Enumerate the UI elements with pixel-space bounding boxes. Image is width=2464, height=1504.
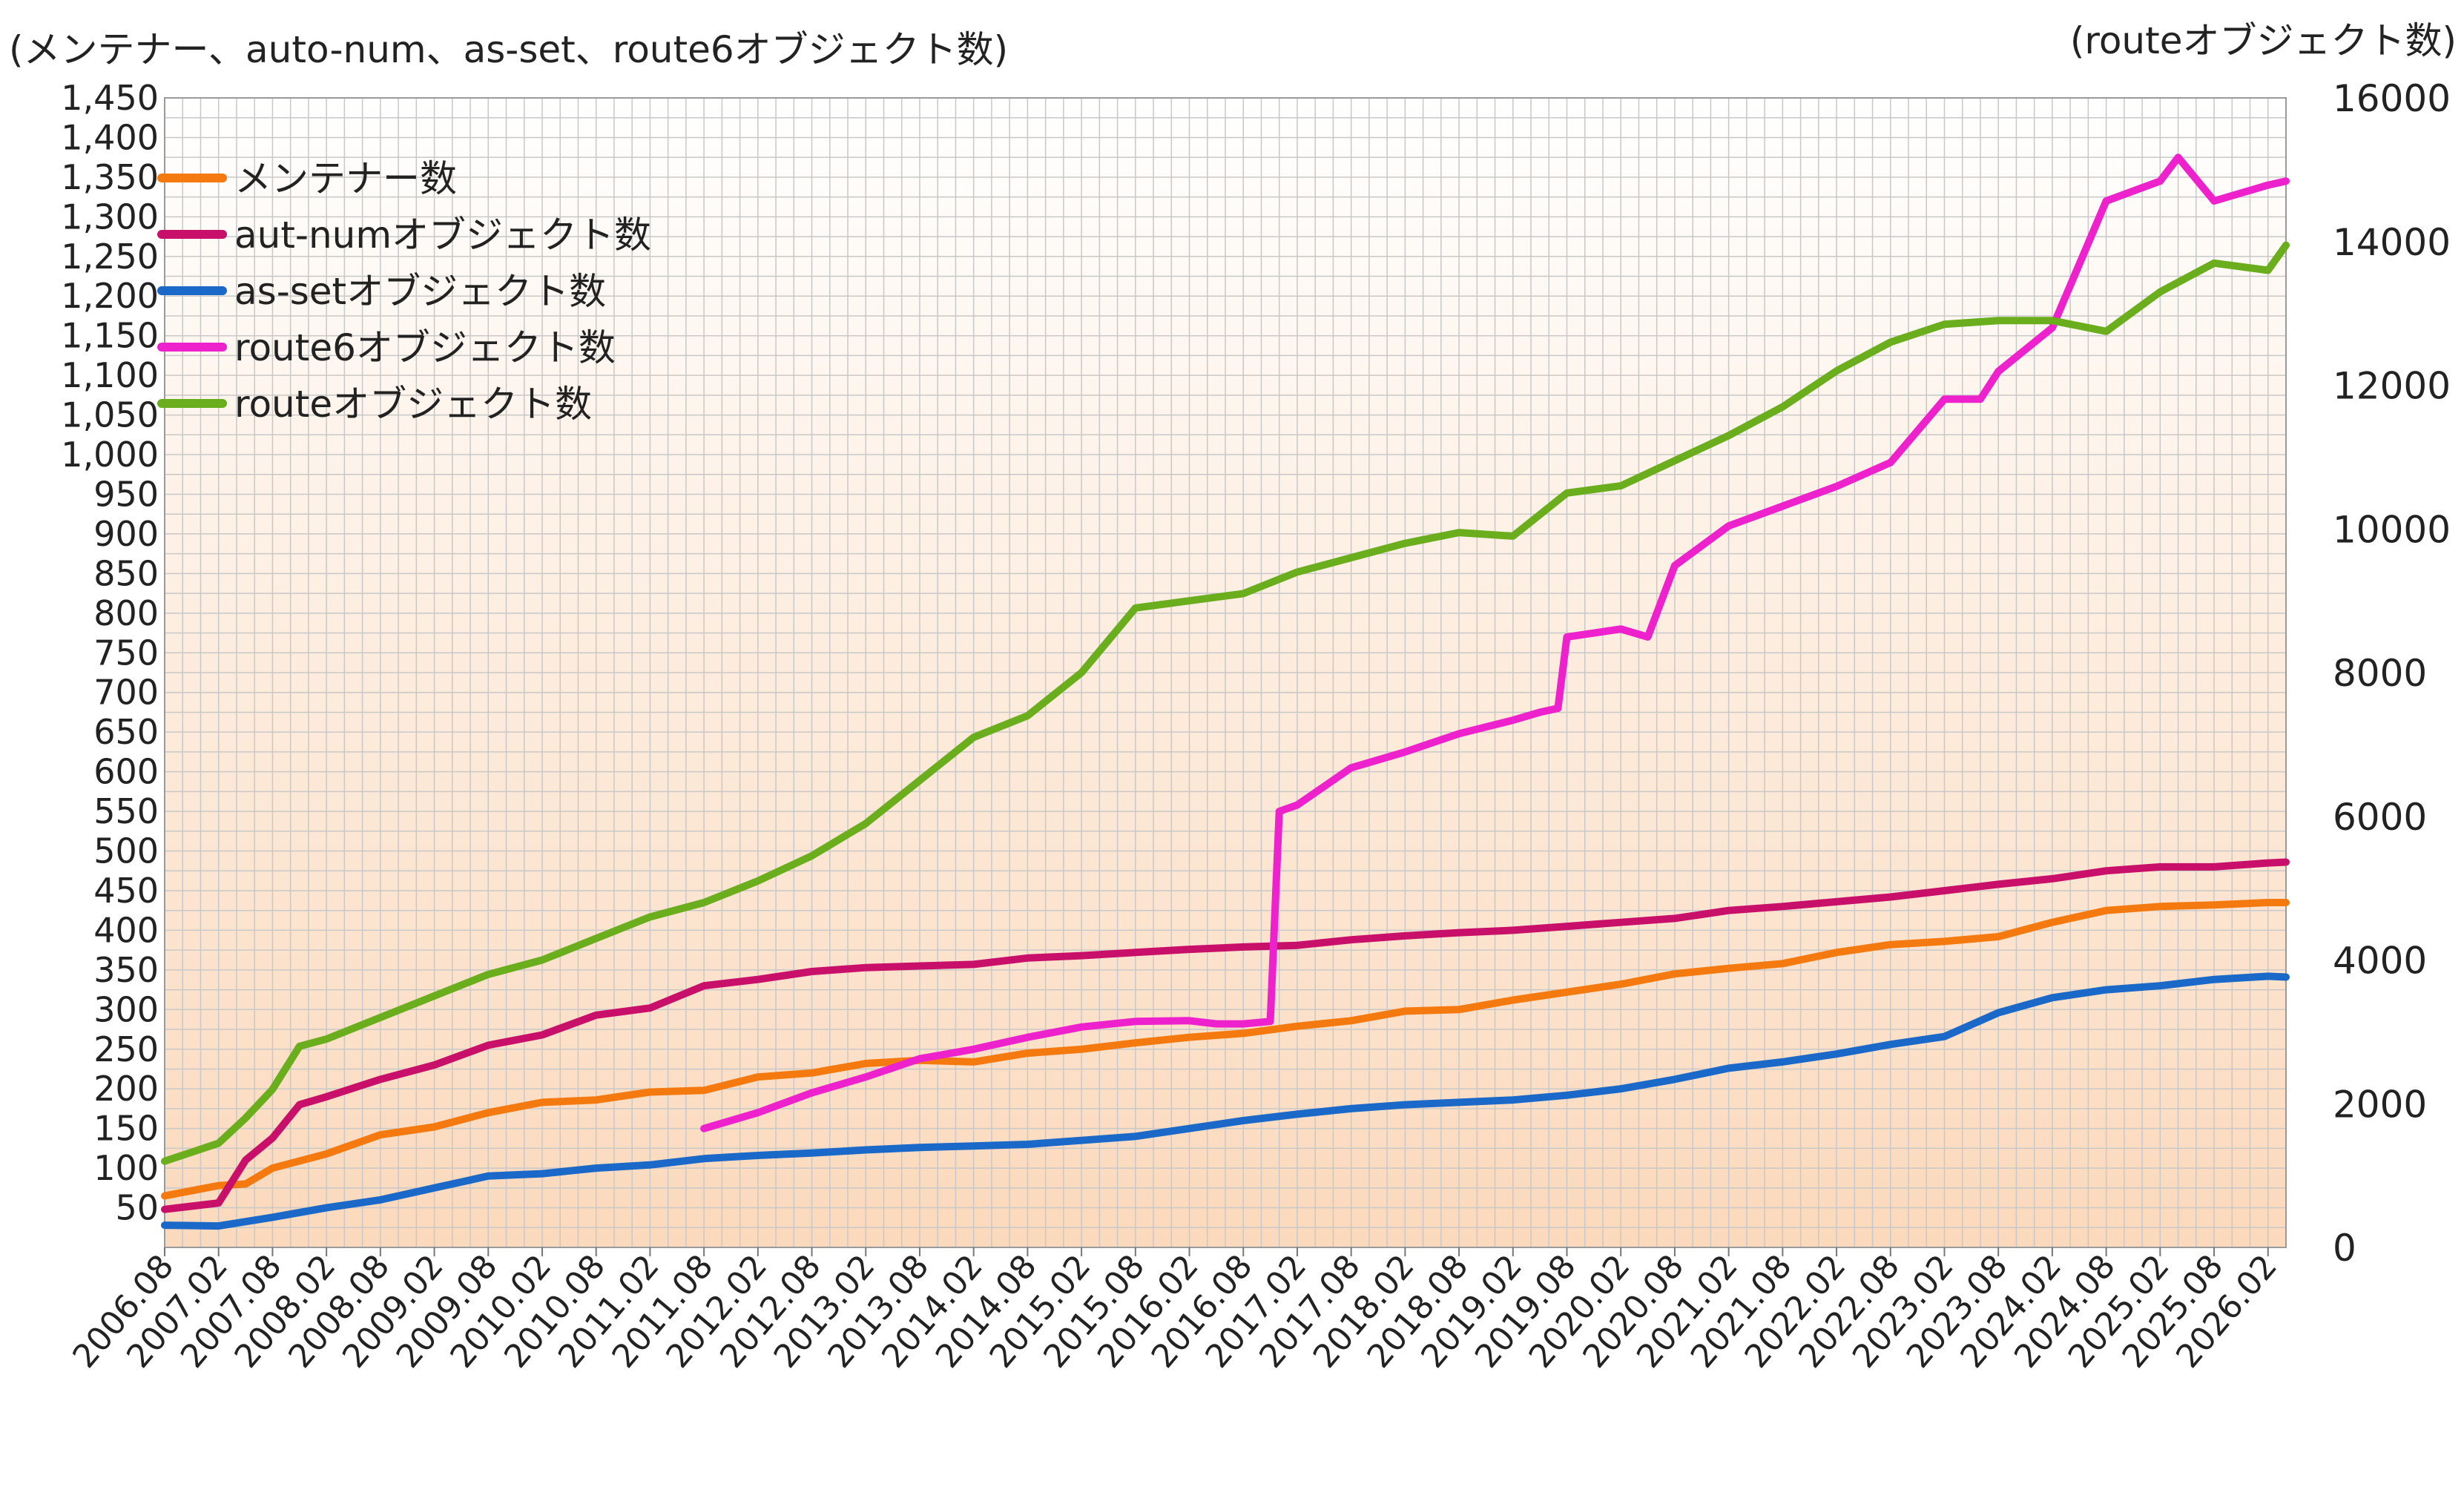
right-y-tick-label: 12000	[2333, 365, 2451, 408]
left-y-tick-label: 1,150	[61, 316, 159, 356]
left-y-tick-label: 700	[93, 673, 159, 713]
legend-label: as-setオブジェクト数	[234, 270, 606, 313]
series-line	[161, 899, 2290, 1200]
left-y-tick-label: 1,100	[61, 355, 159, 395]
legend-label: routeオブジェクト数	[234, 383, 592, 426]
left-y-tick-label: 650	[93, 712, 159, 752]
legend-label: route6オブジェクト数	[234, 326, 616, 369]
right-y-tick-label: 2000	[2333, 1083, 2427, 1126]
series-line	[161, 972, 2290, 1230]
left-y-tick-label: 900	[93, 514, 159, 554]
left-y-tick-label: 1,200	[61, 276, 159, 316]
left-y-tick-label: 950	[93, 474, 159, 514]
left-y-tick-label: 450	[93, 871, 159, 911]
right-axis-title: (routeオブジェクト数)	[2070, 19, 2457, 62]
left-y-tick-label: 150	[93, 1109, 159, 1149]
right-y-tick-label: 8000	[2333, 652, 2427, 695]
left-axis-title: (メンテナー、auto-num、as-set、route6オブジェクト数)	[9, 28, 1008, 71]
left-y-tick-label: 300	[93, 989, 159, 1029]
left-y-tick-label: 500	[93, 831, 159, 871]
right-y-tick-label: 4000	[2333, 940, 2427, 983]
left-y-tick-label: 250	[93, 1029, 159, 1069]
left-y-tick-label: 1,250	[61, 237, 159, 277]
left-y-tick-label: 550	[93, 791, 159, 831]
left-y-tick-label: 1,450	[61, 78, 159, 118]
plot-border	[164, 97, 2287, 1248]
left-y-tick-label: 350	[93, 950, 159, 990]
left-y-tick-label: 850	[93, 553, 159, 593]
legend-label: aut-numオブジェクト数	[234, 214, 651, 257]
left-y-tick-label: 1,050	[61, 395, 159, 435]
left-y-tick-label: 200	[93, 1069, 159, 1109]
legend: メンテナー数 aut-numオブジェクト数 as-setオブジェクト数 route6オ…	[157, 157, 651, 426]
left-y-tick-label: 1,300	[61, 197, 159, 237]
left-y-tick-label: 400	[93, 910, 159, 950]
left-y-tick-label: 100	[93, 1148, 159, 1188]
right-y-tick-label: 10000	[2333, 508, 2451, 551]
left-y-tick-label: 1,000	[61, 435, 159, 475]
left-y-tick-label: 50	[115, 1188, 159, 1228]
legend-label: メンテナー数	[234, 157, 457, 200]
right-y-tick-label: 14000	[2333, 221, 2451, 264]
right-y-tick-label: 6000	[2333, 796, 2427, 839]
left-y-tick-label: 1,350	[61, 157, 159, 197]
left-y-tick-label: 800	[93, 593, 159, 633]
left-y-tick-label: 600	[93, 752, 159, 792]
axes: 5010015020025030035040045050055060065070…	[61, 77, 2451, 1375]
series-line	[161, 241, 2290, 1165]
series-line	[161, 858, 2290, 1213]
left-y-tick-label: 750	[93, 633, 159, 673]
series-line	[700, 154, 2290, 1132]
series-lines	[161, 154, 2290, 1230]
right-y-tick-label: 16000	[2333, 77, 2451, 120]
right-y-tick-label: 0	[2333, 1227, 2356, 1270]
left-y-tick-label: 1,400	[61, 117, 159, 157]
